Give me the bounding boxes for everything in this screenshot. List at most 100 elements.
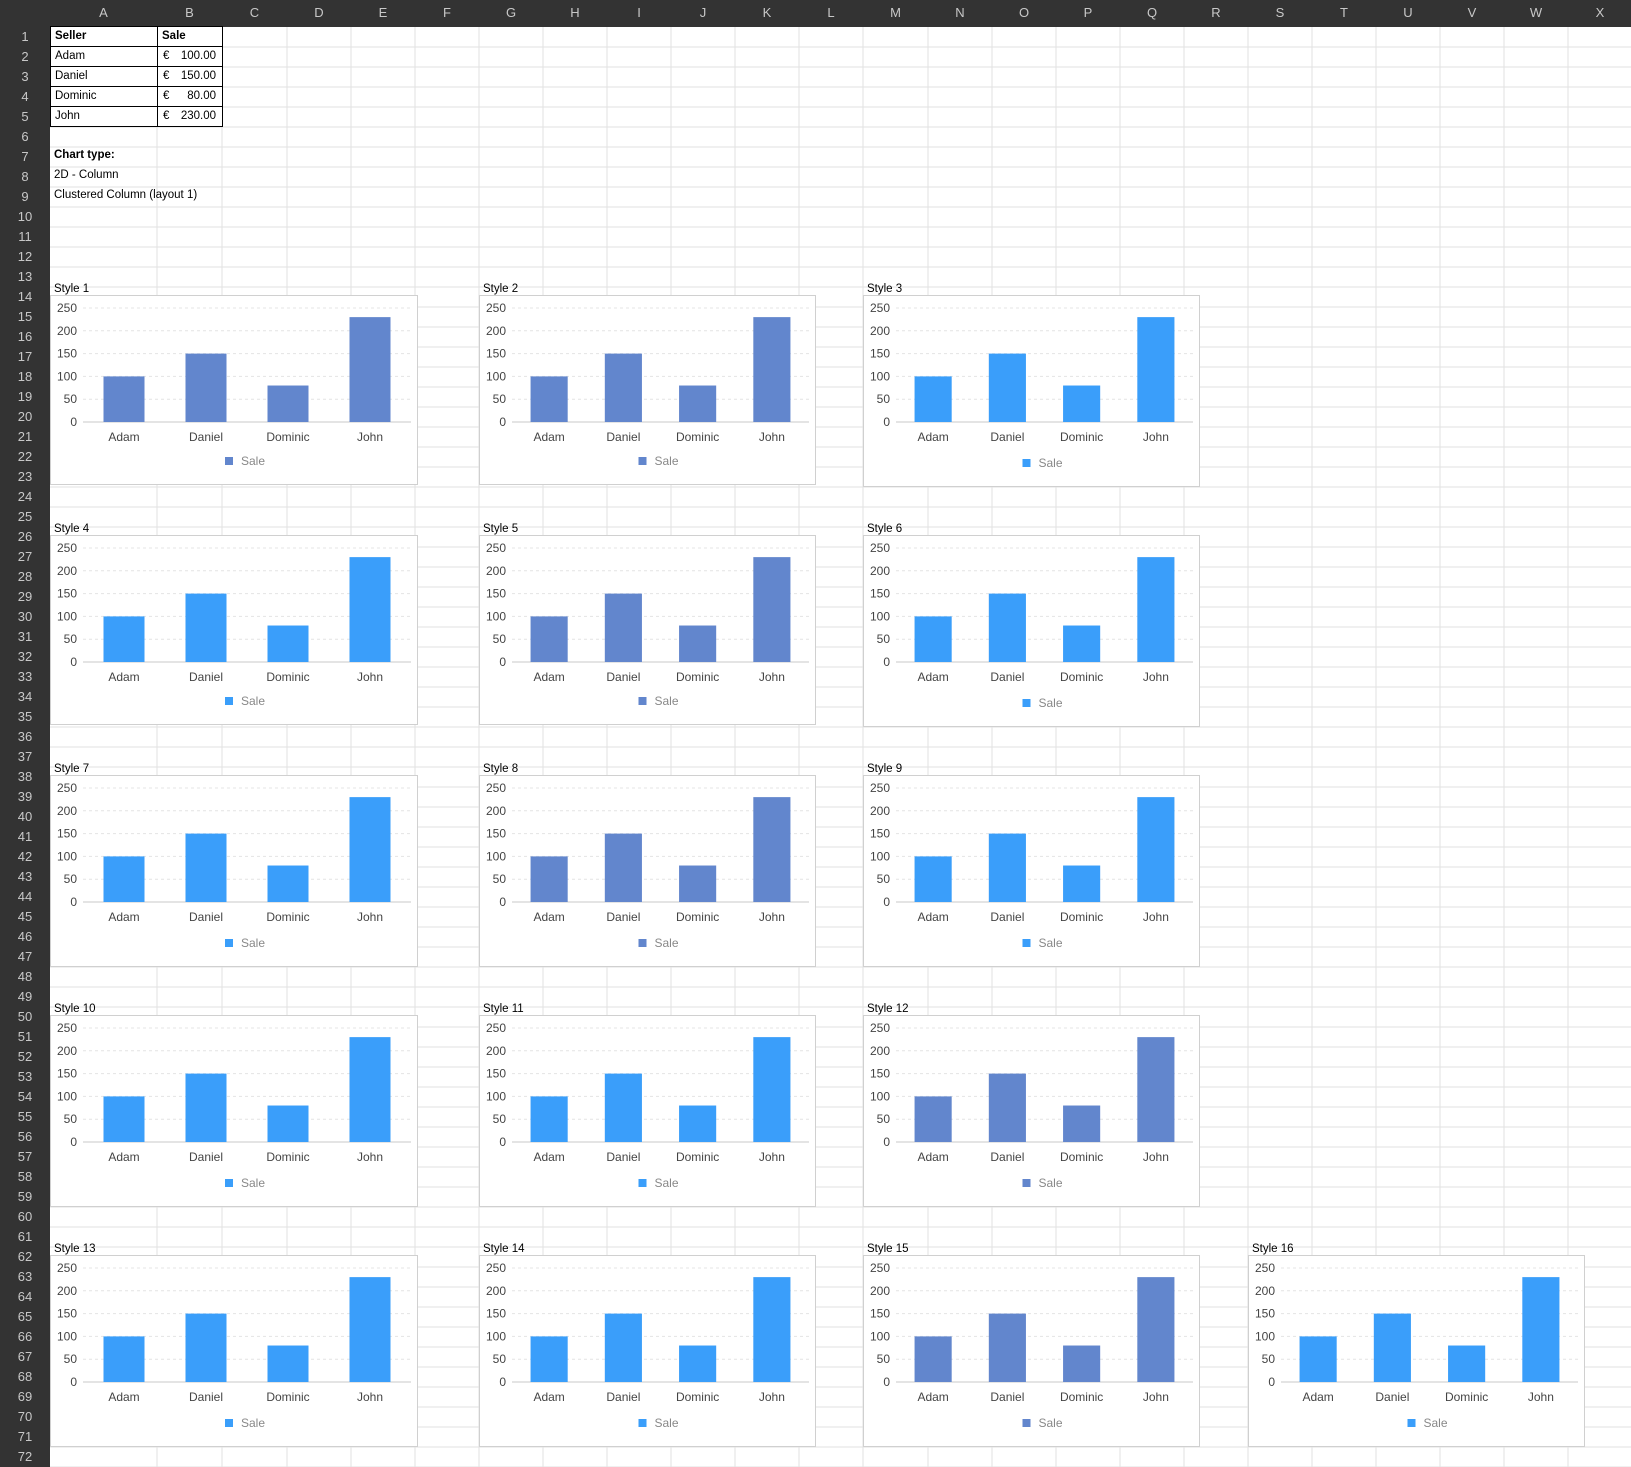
chart-title[interactable]: Style 10 — [54, 1003, 96, 1015]
chart-title[interactable]: Style 14 — [483, 1243, 525, 1255]
chart-3[interactable]: 0 50 100 150 200 250 Adam Daniel Dominic John Sale — [863, 295, 1200, 487]
row-header[interactable]: 24 — [17, 489, 33, 504]
row-header[interactable]: 23 — [17, 469, 33, 484]
chart-title[interactable]: Style 9 — [867, 763, 903, 775]
row-header[interactable]: 46 — [17, 929, 33, 944]
row-header[interactable]: 22 — [17, 449, 33, 464]
table-header-sale[interactable]: Sale — [157, 26, 223, 47]
row-header[interactable]: 21 — [17, 429, 33, 444]
row-header[interactable]: 50 — [17, 1009, 33, 1024]
chart-15[interactable]: 0 50 100 150 200 250 Adam Daniel Dominic John Sale — [863, 1255, 1200, 1447]
table-cell-sale[interactable]: €100.00 — [157, 46, 223, 67]
chart-title[interactable]: Style 6 — [867, 523, 903, 535]
row-header[interactable]: 38 — [17, 769, 33, 784]
column-header-r[interactable]: R — [1211, 5, 1221, 20]
row-header[interactable]: 11 — [18, 229, 32, 244]
row-header[interactable]: 16 — [17, 329, 33, 344]
row-header[interactable]: 64 — [17, 1289, 33, 1304]
chart-type-label[interactable]: Chart type: — [54, 149, 115, 161]
row-header[interactable]: 8 — [21, 169, 29, 184]
chart-8[interactable]: 0 50 100 150 200 250 Adam Daniel Dominic John Sale — [479, 775, 816, 967]
row-header[interactable]: 43 — [17, 869, 33, 884]
row-header[interactable]: 34 — [17, 689, 33, 704]
row-header[interactable]: 15 — [17, 309, 33, 324]
chart-9[interactable]: 0 50 100 150 200 250 Adam Daniel Dominic John Sale — [863, 775, 1200, 967]
row-header[interactable]: 7 — [21, 149, 29, 164]
row-header[interactable]: 35 — [17, 709, 33, 724]
row-header[interactable]: 65 — [17, 1309, 33, 1324]
row-header[interactable]: 25 — [17, 509, 33, 524]
row-header[interactable]: 51 — [17, 1029, 33, 1044]
row-header[interactable]: 33 — [17, 669, 33, 684]
row-header[interactable]: 63 — [17, 1269, 33, 1284]
row-header[interactable]: 45 — [17, 909, 33, 924]
row-header[interactable]: 39 — [17, 789, 33, 804]
chart-5[interactable]: 0 50 100 150 200 250 Adam Daniel Dominic John Sale — [479, 535, 816, 725]
table-cell-seller[interactable]: Daniel — [50, 66, 158, 87]
column-header-e[interactable]: E — [378, 5, 388, 20]
chart-1[interactable]: 0 50 100 150 200 250 Adam Daniel Dominic John Sale — [50, 295, 418, 485]
column-header-n[interactable]: N — [955, 5, 965, 20]
chart-7[interactable]: 0 50 100 150 200 250 Adam Daniel Dominic John Sale — [50, 775, 418, 967]
chart-title[interactable]: Style 13 — [54, 1243, 96, 1255]
row-header[interactable]: 30 — [17, 609, 33, 624]
row-header[interactable]: 5 — [21, 109, 29, 124]
row-header[interactable]: 71 — [17, 1429, 33, 1444]
column-header-k[interactable]: K — [762, 5, 772, 20]
chart-title[interactable]: Style 15 — [867, 1243, 909, 1255]
row-header[interactable]: 72 — [17, 1449, 33, 1464]
row-header[interactable]: 70 — [17, 1409, 33, 1424]
row-header[interactable]: 13 — [17, 269, 33, 284]
row-header[interactable]: 52 — [17, 1049, 33, 1064]
row-header[interactable]: 2 — [21, 49, 29, 64]
chart-type-line2[interactable]: Clustered Column (layout 1) — [54, 189, 198, 201]
column-header-q[interactable]: Q — [1146, 5, 1158, 20]
column-header-v[interactable]: V — [1467, 5, 1477, 20]
chart-title[interactable]: Style 16 — [1252, 1243, 1294, 1255]
column-header-l[interactable]: L — [827, 5, 835, 20]
chart-13[interactable]: 0 50 100 150 200 250 Adam Daniel Dominic John Sale — [50, 1255, 418, 1447]
row-header[interactable]: 68 — [17, 1369, 33, 1384]
row-header[interactable]: 42 — [17, 849, 33, 864]
row-header[interactable]: 19 — [17, 389, 33, 404]
row-header[interactable]: 59 — [17, 1189, 33, 1204]
chart-title[interactable]: Style 8 — [483, 763, 519, 775]
row-header[interactable]: 62 — [17, 1249, 33, 1264]
row-header[interactable]: 66 — [17, 1329, 33, 1344]
column-header-t[interactable]: T — [1340, 5, 1348, 20]
column-header-w[interactable]: W — [1529, 5, 1543, 20]
row-header[interactable]: 4 — [21, 89, 29, 104]
row-header[interactable]: 67 — [17, 1349, 33, 1364]
row-header[interactable]: 61 — [17, 1229, 33, 1244]
chart-title[interactable]: Style 1 — [54, 283, 90, 295]
row-header[interactable]: 17 — [17, 349, 33, 364]
row-header[interactable]: 44 — [17, 889, 33, 904]
column-header-g[interactable]: G — [505, 5, 517, 20]
row-header[interactable]: 32 — [17, 649, 33, 664]
row-header[interactable]: 60 — [17, 1209, 33, 1224]
column-header-m[interactable]: M — [890, 5, 901, 20]
row-header[interactable]: 54 — [17, 1089, 33, 1104]
row-header[interactable]: 55 — [17, 1109, 33, 1124]
row-header[interactable]: 27 — [17, 549, 33, 564]
row-header[interactable]: 6 — [21, 129, 29, 144]
column-header-u[interactable]: U — [1403, 5, 1413, 20]
row-header[interactable]: 57 — [17, 1149, 33, 1164]
chart-16[interactable]: 0 50 100 150 200 250 Adam Daniel Dominic John Sale — [1248, 1255, 1585, 1447]
row-header[interactable]: 12 — [17, 249, 33, 264]
table-cell-seller[interactable]: John — [50, 106, 158, 127]
column-header-f[interactable]: F — [443, 5, 451, 20]
column-header-x[interactable]: X — [1595, 5, 1605, 20]
chart-title[interactable]: Style 4 — [54, 523, 90, 535]
row-header[interactable]: 48 — [17, 969, 33, 984]
chart-14[interactable]: 0 50 100 150 200 250 Adam Daniel Dominic John Sale — [479, 1255, 816, 1447]
row-header[interactable]: 37 — [17, 749, 33, 764]
column-header-p[interactable]: P — [1083, 5, 1093, 20]
row-header[interactable]: 18 — [17, 369, 33, 384]
chart-12[interactable]: 0 50 100 150 200 250 Adam Daniel Dominic John Sale — [863, 1015, 1200, 1207]
column-header-i[interactable]: I — [637, 5, 641, 20]
column-header-b[interactable]: B — [185, 5, 194, 20]
chart-title[interactable]: Style 11 — [483, 1003, 524, 1015]
column-header-c[interactable]: C — [249, 5, 260, 20]
column-header-h[interactable]: H — [570, 5, 580, 20]
